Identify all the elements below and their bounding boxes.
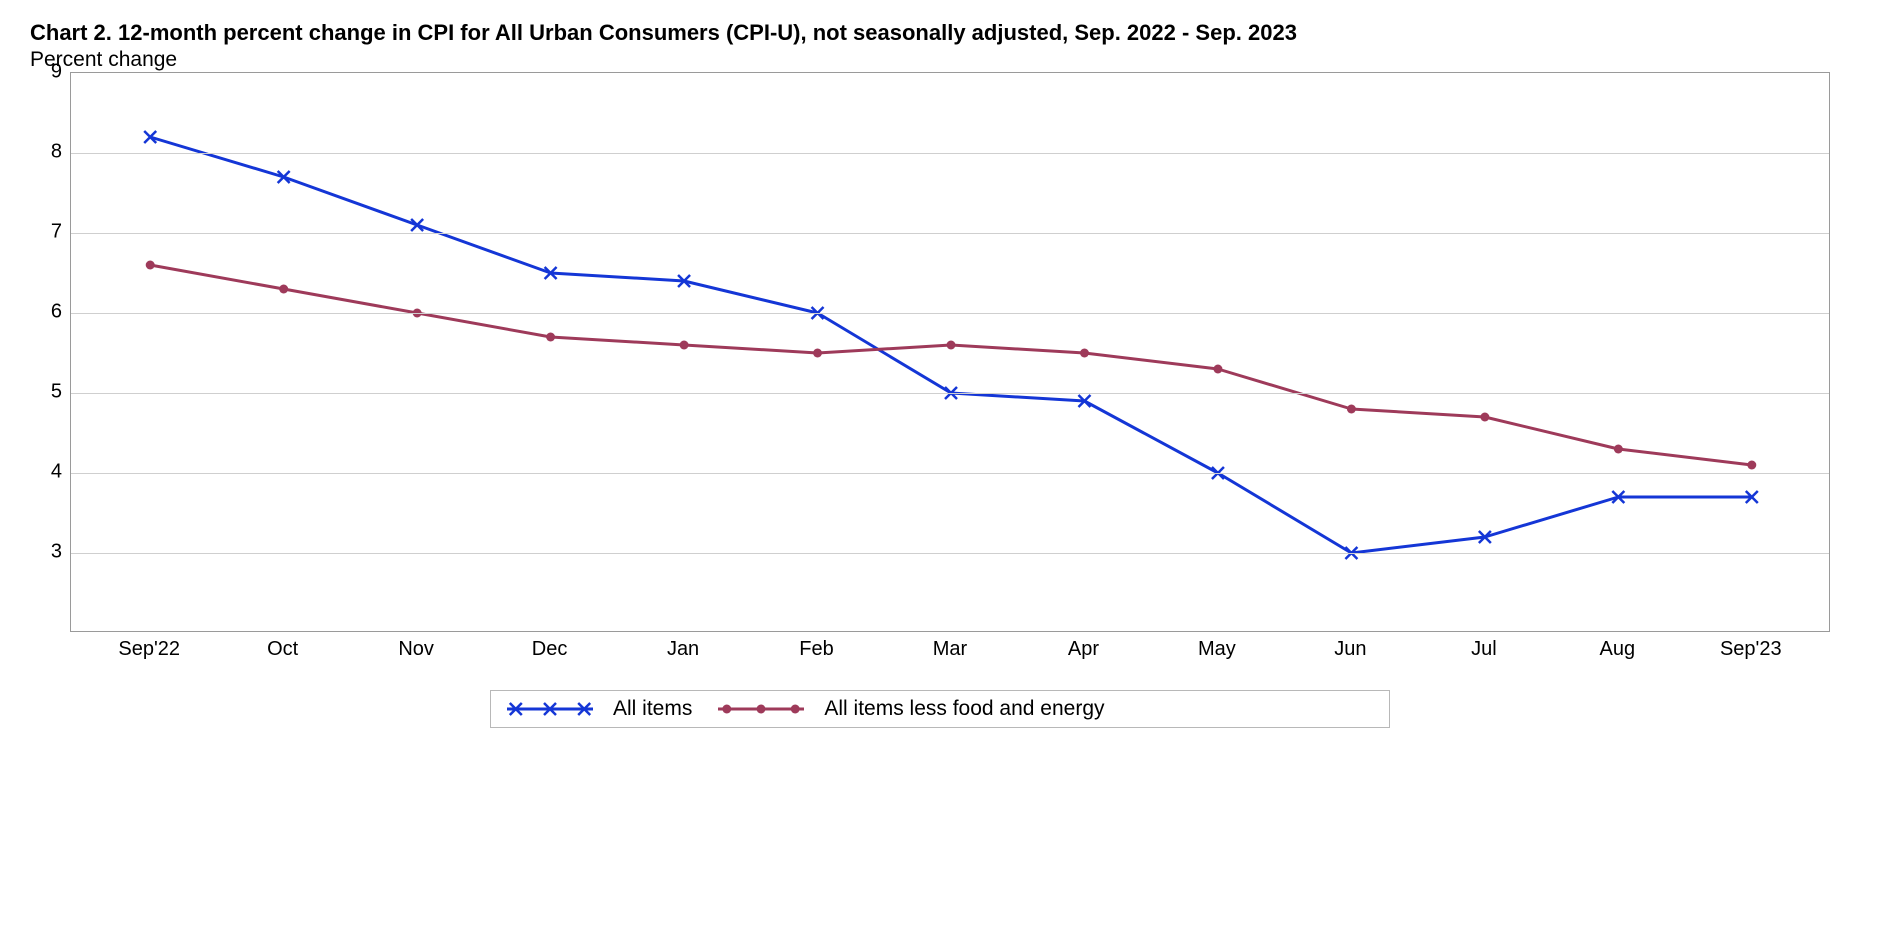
x-tick-label: Nov bbox=[398, 638, 434, 661]
x-tick-label: Apr bbox=[1068, 638, 1099, 661]
marker-circle bbox=[279, 285, 288, 294]
legend-label: All items less food and energy bbox=[824, 697, 1104, 721]
y-tick-label: 5 bbox=[51, 381, 62, 404]
marker-circle bbox=[146, 261, 155, 270]
x-tick-label: Sep'23 bbox=[1720, 638, 1782, 661]
marker-circle bbox=[680, 341, 689, 350]
x-tick-label: Jan bbox=[667, 638, 699, 661]
y-tick-label: 6 bbox=[51, 301, 62, 324]
x-axis: Sep'22 Oct Nov Dec Jan Feb Mar Apr May Jun Jul Aug S… bbox=[70, 632, 1830, 672]
y-tick-label: 9 bbox=[51, 61, 62, 84]
legend-label: All items bbox=[613, 697, 692, 721]
x-tick-label: Jul bbox=[1471, 638, 1497, 661]
plot-area bbox=[70, 72, 1830, 632]
legend-swatch-all_items bbox=[505, 698, 595, 720]
y-tick-label: 3 bbox=[51, 541, 62, 564]
marker-circle bbox=[947, 341, 956, 350]
y-tick-label: 8 bbox=[51, 141, 62, 164]
x-tick-label: Feb bbox=[799, 638, 833, 661]
marker-circle bbox=[1614, 445, 1623, 454]
legend-swatch-core bbox=[716, 698, 806, 720]
x-tick-label: Dec bbox=[532, 638, 568, 661]
gridline bbox=[71, 473, 1829, 474]
x-tick-label: Sep'22 bbox=[118, 638, 180, 661]
marker-circle bbox=[1213, 365, 1222, 374]
gridline bbox=[71, 313, 1829, 314]
series-line-core bbox=[150, 265, 1752, 465]
gridline bbox=[71, 233, 1829, 234]
y-tick-label: 7 bbox=[51, 221, 62, 244]
legend-item-all_items: All items bbox=[505, 697, 692, 721]
marker-circle bbox=[813, 349, 822, 358]
gridline bbox=[71, 393, 1829, 394]
legend: All items All items less food and energy bbox=[490, 690, 1390, 728]
x-tick-label: Aug bbox=[1600, 638, 1636, 661]
cpi-line-chart: Chart 2. 12-month percent change in CPI … bbox=[30, 20, 1850, 728]
chart-title: Chart 2. 12-month percent change in CPI … bbox=[30, 20, 1850, 46]
marker-circle bbox=[1347, 405, 1356, 414]
marker-circle bbox=[546, 333, 555, 342]
series-layer bbox=[71, 73, 1831, 633]
chart-subtitle: Percent change bbox=[30, 48, 1850, 72]
legend-item-core: All items less food and energy bbox=[716, 697, 1104, 721]
gridline bbox=[71, 553, 1829, 554]
y-axis: 3456789 bbox=[30, 72, 70, 632]
x-tick-label: Jun bbox=[1334, 638, 1366, 661]
gridline bbox=[71, 153, 1829, 154]
x-tick-label: Mar bbox=[933, 638, 967, 661]
marker-circle bbox=[1480, 413, 1489, 422]
marker-circle bbox=[1747, 461, 1756, 470]
x-tick-label: May bbox=[1198, 638, 1236, 661]
y-tick-label: 4 bbox=[51, 461, 62, 484]
x-tick-label: Oct bbox=[267, 638, 298, 661]
marker-circle bbox=[1080, 349, 1089, 358]
